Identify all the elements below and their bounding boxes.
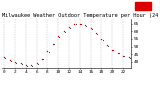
Text: Milwaukee Weather Outdoor Temperature per Hour (24 Hours): Milwaukee Weather Outdoor Temperature pe… <box>2 13 160 18</box>
